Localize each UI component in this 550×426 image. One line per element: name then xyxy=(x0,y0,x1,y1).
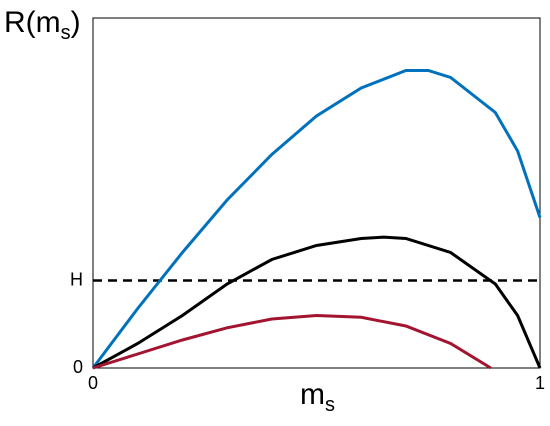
x-axis-label: ms xyxy=(300,378,335,416)
plot-frame xyxy=(92,17,541,369)
curve xyxy=(92,235,542,370)
y-tick-label: 0 xyxy=(73,357,83,377)
y-axis-label: R(ms) xyxy=(4,6,81,44)
y-tick-label: H xyxy=(70,269,83,289)
curve xyxy=(91,69,542,369)
x-tick-label: 1 xyxy=(535,373,545,393)
x-tick-label: 0 xyxy=(88,373,98,393)
curve xyxy=(92,313,492,370)
